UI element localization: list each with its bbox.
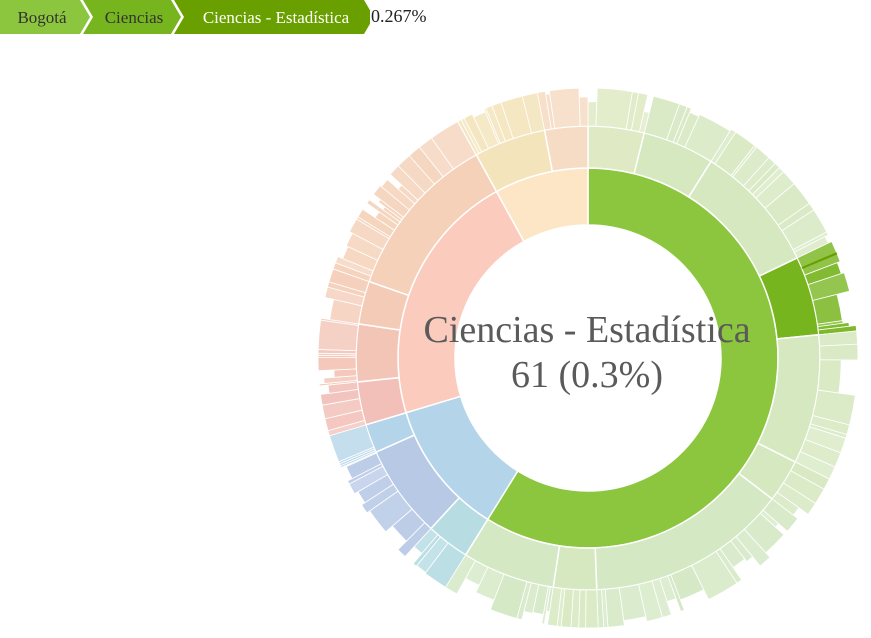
- breadcrumb: Bogotá Ciencias Ciencias - Estadística: [0, 0, 370, 36]
- breadcrumb-percentage: 0.267%: [371, 6, 427, 26]
- ring3-segment-100[interactable]: [317, 357, 357, 372]
- ring-level-3: [317, 87, 859, 629]
- selected-leaf-highlight: [801, 252, 838, 269]
- ring-level-1: [397, 167, 779, 549]
- ring3-segment-142[interactable]: [578, 96, 589, 127]
- ring3-segment-0[interactable]: [587, 101, 598, 127]
- ring2-segment-17[interactable]: [543, 125, 589, 173]
- selected-leaf-segment[interactable]: [801, 252, 838, 269]
- breadcrumb-item-2[interactable]: [174, 0, 370, 34]
- ring2-segment-13[interactable]: [355, 323, 401, 383]
- breadcrumb-item-0[interactable]: [0, 0, 90, 34]
- ring3-segment-141[interactable]: [548, 87, 581, 129]
- breadcrumb-label-0: Bogotá: [17, 8, 67, 27]
- breadcrumb-label-1: Ciencias: [105, 8, 164, 27]
- ring2-segment-7[interactable]: [552, 544, 598, 591]
- ring3-segment-32[interactable]: [817, 359, 842, 394]
- ring-level-2: [355, 125, 821, 591]
- breadcrumb-item-1[interactable]: [83, 0, 181, 34]
- breadcrumb-label-2: Ciencias - Estadística: [203, 8, 350, 27]
- ring3-segment-60[interactable]: [585, 589, 599, 629]
- ring3-segment-31[interactable]: [819, 343, 859, 361]
